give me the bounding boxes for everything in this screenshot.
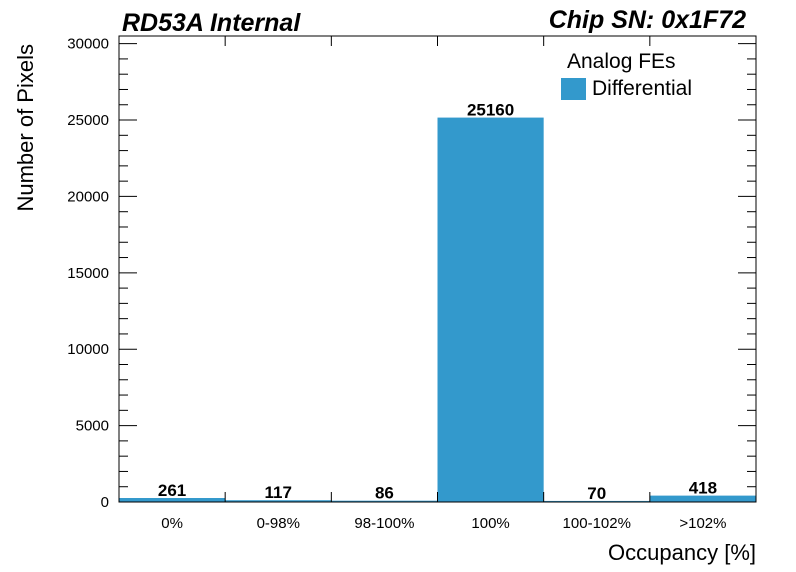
bar-2 <box>331 500 438 502</box>
y-axis-title: Number of Pixels <box>13 44 38 212</box>
bar-1 <box>225 500 332 502</box>
x-tick-label-0: 0% <box>161 515 183 532</box>
header-right: Chip SN: 0x1F72 <box>549 6 746 34</box>
y-tick-label-5: 25000 <box>67 112 109 129</box>
legend-swatch-differential <box>561 78 586 100</box>
x-tick-label-5: >102% <box>679 515 726 532</box>
x-tick-label-4: 100-102% <box>563 515 631 532</box>
y-tick-label-6: 30000 <box>67 36 109 53</box>
legend-entry-differential: Differential <box>592 77 692 100</box>
y-tick-label-3: 15000 <box>67 265 109 282</box>
plot-frame <box>118 35 757 503</box>
bar-5 <box>649 495 756 502</box>
x-tick-label-3: 100% <box>471 515 509 532</box>
legend: Analog FEs Differential <box>561 50 692 100</box>
bar-data-label-4: 70 <box>587 484 606 503</box>
y-tick-label-2: 10000 <box>67 341 109 358</box>
ticks-group <box>119 36 756 503</box>
bars-group <box>119 117 756 502</box>
header-left: RD53A Internal <box>122 9 301 37</box>
bar-0 <box>119 498 226 502</box>
legend-title: Analog FEs <box>567 50 676 73</box>
x-tick-label-1: 0-98% <box>257 515 300 532</box>
y-tick-label-0: 0 <box>101 494 109 511</box>
bar-data-label-3: 25160 <box>467 101 514 120</box>
bar-data-label-1: 117 <box>265 483 292 502</box>
bar-data-label-5: 418 <box>689 479 717 498</box>
bar-data-label-2: 86 <box>375 484 394 503</box>
y-tick-label-4: 20000 <box>67 188 109 205</box>
x-tick-label-2: 98-100% <box>354 515 414 532</box>
bar-4 <box>543 500 650 502</box>
x-axis-title: Occupancy [%] <box>608 540 756 565</box>
labels-group: 261 0% 117 0-98% 86 98-100% 25160 100% 70 100-102… <box>67 36 726 532</box>
bar-3 <box>437 117 544 502</box>
y-tick-label-1: 5000 <box>76 418 109 435</box>
bar-data-label-0: 261 <box>158 481 186 500</box>
